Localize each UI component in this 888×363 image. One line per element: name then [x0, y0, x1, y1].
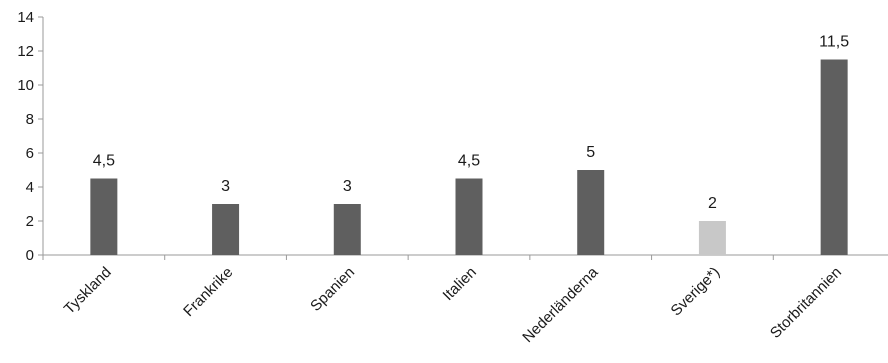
data-label: 5 — [586, 144, 595, 161]
bar — [577, 170, 605, 255]
y-tick-label: 10 — [17, 77, 34, 94]
category-label: Storbritannien — [767, 264, 845, 342]
category-labels: Tyskland Frankrike Spanien Italien Nederländ… — [61, 263, 845, 346]
category-label: Tyskland — [61, 264, 115, 318]
data-label: 2 — [708, 195, 717, 212]
y-tick-label: 14 — [17, 9, 34, 26]
bar — [90, 178, 118, 255]
bar — [333, 204, 361, 255]
data-label: 3 — [221, 178, 230, 195]
x-axis — [42, 254, 888, 260]
bars — [90, 59, 848, 255]
category-label: Frankrike — [180, 264, 236, 320]
category-label: Sverige*) — [668, 264, 724, 320]
y-tick-label: 6 — [26, 145, 34, 162]
y-tick-label: 2 — [26, 213, 34, 230]
category-label: Italien — [440, 264, 480, 304]
bar — [455, 178, 483, 255]
y-tick-label: 8 — [26, 111, 34, 128]
data-label: 4,5 — [93, 153, 115, 170]
category-label: Spanien — [307, 264, 358, 315]
bar — [212, 204, 240, 255]
y-tick-label: 4 — [26, 179, 34, 196]
category-label: Nederländerna — [519, 263, 602, 346]
data-label: 11,5 — [819, 34, 849, 51]
bar — [820, 59, 848, 255]
data-labels: 4,5 3 3 4,5 5 2 11,5 — [93, 34, 849, 213]
data-label: 3 — [343, 178, 352, 195]
bar — [698, 221, 726, 255]
data-label: 4,5 — [458, 153, 480, 170]
y-tick-label: 12 — [17, 43, 34, 60]
y-axis: 0 2 4 6 8 10 12 14 — [17, 9, 44, 264]
y-tick-label: 0 — [26, 247, 34, 264]
